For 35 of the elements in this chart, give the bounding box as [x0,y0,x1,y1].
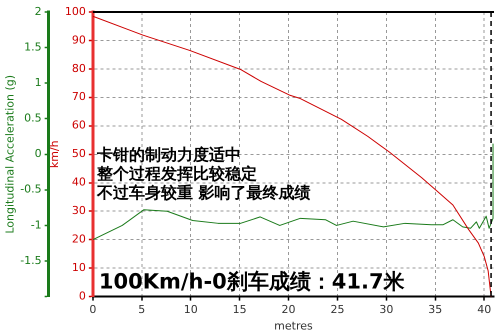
x-tick-label: 10 [184,303,198,316]
y-tick-label: 50 [72,147,86,160]
x-tick-label: 20 [282,303,296,316]
y2-tick-label: 2 [34,4,42,18]
x-tick-label: 25 [330,303,344,316]
y-tick-label: 100 [64,4,86,18]
y2-tick-label: 1.5 [24,40,42,54]
y2-tick-label: -1 [30,218,42,232]
annotation: 不过车身较重 影响了最终成绩 [96,183,310,202]
y-axis-title: km/h [48,140,62,168]
y-tick-label: 0 [78,289,86,302]
x-tick-label: 35 [428,303,442,316]
y-tick-label: 30 [72,204,86,218]
y2-tick-label: 1 [34,76,42,90]
y2-axis-title: Longitudinal Acceleration (g) [3,74,16,234]
y2-tick-label: 0.5 [24,112,42,125]
y-tick-label: 20 [72,232,86,246]
y-tick-label: 60 [72,118,86,132]
annotation: 整个过程发挥比较稳定 [96,164,257,183]
x-tick-label: 30 [379,303,394,316]
y2-tick-label: 0 [34,147,42,160]
x-axis-title: metres [274,319,313,332]
y-tick-label: 10 [72,261,86,274]
x-tick-label: 40 [477,303,492,316]
y-tick-label: 80 [72,62,86,75]
annotation: 100Km/h-0刹车成绩：41.7米 [98,270,406,294]
y-tick-label: 90 [72,33,86,46]
x-tick-label: 0 [89,303,96,316]
y-tick-label: 70 [72,90,86,104]
y2-tick-label: -1.5 [20,254,42,267]
x-tick-label: 5 [138,303,146,316]
x-tick-label: 15 [232,303,247,316]
annotation: 卡钳的制动力度适中 [96,145,241,164]
y-tick-label: 40 [72,176,86,189]
y2-tick-label: -0.5 [20,182,42,196]
